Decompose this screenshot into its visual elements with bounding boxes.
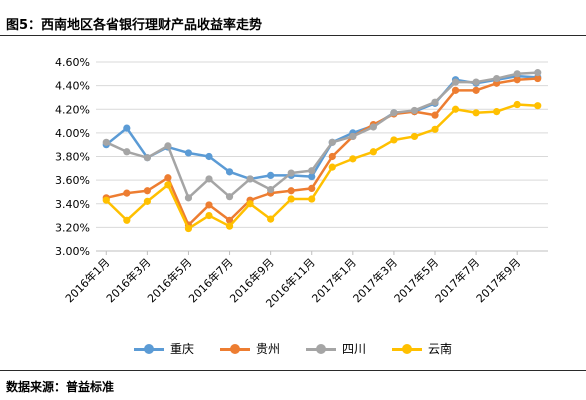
data-point-贵州 [287, 187, 295, 195]
data-point-四川 [328, 138, 336, 146]
data-point-贵州 [123, 189, 131, 197]
legend-swatch [219, 343, 250, 354]
data-point-贵州 [308, 184, 316, 192]
line-chart: 3.00% 3.20% 3.40% 3.60% 3.80% 4.00% 4.20% 4.40%… [55, 56, 548, 310]
data-point-贵州 [225, 216, 234, 224]
data-point-云南 [349, 155, 357, 163]
data-point-四川 [308, 167, 316, 175]
legend-label: 重庆 [169, 342, 194, 356]
data-point-四川 [369, 123, 377, 131]
data-point-贵州 [431, 111, 439, 119]
figure-title: 图5：西南地区各省银行理财产品收益率走势 [6, 18, 263, 33]
data-point-云南 [534, 102, 542, 110]
data-point-云南 [246, 200, 254, 208]
data-point-四川 [164, 142, 172, 150]
data-point-云南 [205, 211, 213, 220]
legend-item: 云南 [392, 340, 452, 357]
data-point-云南 [267, 215, 275, 223]
legend: 重庆 贵州 四川 云南 [0, 340, 586, 357]
legend-item: 四川 [306, 340, 366, 357]
source-note: 数据来源：普益标准 [6, 380, 115, 394]
data-point-四川 [123, 148, 131, 156]
data-point-云南 [493, 108, 501, 116]
data-point-云南 [164, 181, 172, 189]
data-point-四川 [451, 78, 460, 86]
legend-item: 重庆 [133, 340, 194, 357]
data-point-云南 [472, 109, 480, 117]
data-point-云南 [143, 197, 151, 205]
data-point-贵州 [534, 74, 542, 83]
data-point-云南 [369, 148, 377, 156]
data-point-重庆 [123, 124, 131, 132]
data-point-贵州 [472, 86, 480, 94]
y-tick-label: 4.00% [55, 127, 90, 140]
data-point-贵州 [143, 187, 151, 195]
data-point-云南 [184, 224, 193, 233]
data-point-云南 [390, 136, 398, 144]
legend-label: 贵州 [255, 342, 280, 356]
data-point-四川 [534, 69, 542, 77]
data-point-云南 [513, 100, 521, 109]
data-point-四川 [184, 194, 193, 202]
data-point-贵州 [513, 76, 521, 84]
series-line-四川 [105, 71, 538, 200]
y-tick-label: 3.20% [55, 221, 90, 234]
data-point-云南 [225, 222, 234, 230]
data-point-四川 [431, 98, 439, 106]
data-point-云南 [410, 132, 419, 141]
data-point-云南 [102, 196, 110, 204]
data-point-贵州 [205, 201, 213, 209]
legend-item: 贵州 [219, 340, 280, 357]
data-point-云南 [123, 216, 131, 224]
data-point-重庆 [225, 168, 234, 176]
data-point-四川 [390, 109, 398, 117]
data-point-云南 [431, 125, 439, 133]
data-point-四川 [143, 154, 151, 162]
data-point-四川 [246, 175, 254, 183]
y-tick-label: 4.20% [55, 103, 90, 116]
data-point-四川 [349, 132, 357, 141]
data-point-贵州 [164, 174, 172, 182]
data-point-四川 [102, 138, 110, 146]
data-point-重庆 [308, 172, 316, 181]
bottom-rule [0, 370, 586, 371]
data-point-贵州 [328, 152, 336, 161]
y-tick-label: 4.60% [55, 56, 90, 69]
data-point-四川 [287, 169, 295, 177]
y-tick-label: 3.80% [55, 151, 90, 164]
data-point-贵州 [451, 86, 460, 94]
data-point-重庆 [267, 171, 275, 179]
data-point-四川 [410, 106, 419, 115]
legend-swatch [133, 343, 164, 354]
data-point-四川 [513, 70, 521, 78]
x-tick-label: 2017年9月 [473, 255, 523, 305]
legend-swatch [392, 343, 423, 354]
y-tick-label: 3.40% [55, 198, 90, 211]
data-point-四川 [472, 78, 480, 86]
data-point-云南 [451, 105, 460, 113]
data-point-四川 [205, 175, 213, 183]
data-point-云南 [308, 195, 316, 203]
top-rule [0, 35, 586, 36]
data-point-四川 [493, 74, 501, 83]
data-point-重庆 [184, 149, 193, 157]
series-line-云南 [105, 103, 538, 230]
data-point-四川 [267, 185, 275, 194]
series-line-贵州 [105, 77, 538, 227]
data-point-四川 [225, 193, 234, 201]
y-tick-label: 3.00% [55, 245, 90, 258]
data-point-云南 [328, 163, 336, 171]
data-point-重庆 [205, 152, 213, 161]
legend-swatch [306, 343, 336, 354]
legend-label: 云南 [428, 342, 453, 356]
y-tick-label: 3.60% [55, 174, 90, 187]
y-tick-label: 4.40% [55, 80, 90, 93]
legend-label: 四川 [342, 342, 367, 356]
data-point-云南 [287, 195, 295, 203]
